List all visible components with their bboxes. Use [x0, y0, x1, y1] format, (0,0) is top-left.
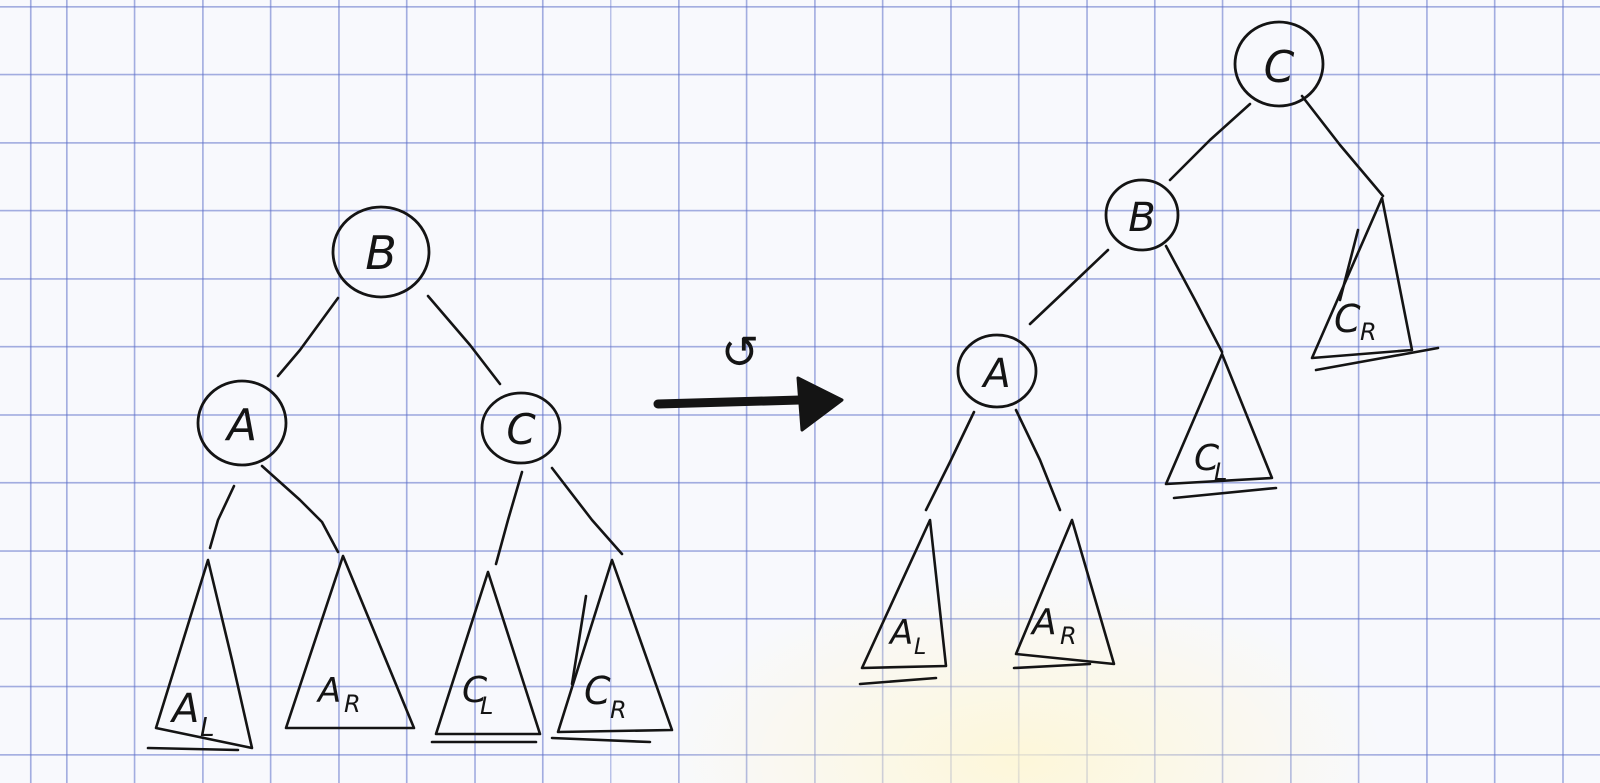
rotation-arrow: ↺	[653, 325, 844, 432]
svg-text:C: C	[584, 669, 611, 713]
subtree-al-before: A L	[146, 558, 254, 752]
svg-text:C: C	[1194, 438, 1220, 479]
tree-after: C B A C R C L A L	[858, 20, 1440, 686]
node-c-before: C	[480, 391, 562, 465]
svg-text:L: L	[200, 713, 215, 743]
svg-text:A: A	[169, 686, 199, 732]
svg-text:L: L	[480, 692, 493, 720]
svg-text:R: R	[1060, 622, 1077, 650]
rotate-left-icon: ↺	[721, 325, 760, 379]
edge-c-cr	[1300, 94, 1385, 198]
node-b-after: B	[1104, 178, 1180, 252]
node-label: A	[224, 400, 257, 451]
node-a-before: A	[196, 379, 288, 467]
edge-c-cr	[550, 466, 624, 556]
node-label: C	[506, 405, 536, 454]
subtree-cl-after: C L	[1164, 352, 1278, 500]
svg-text:A: A	[888, 613, 913, 653]
node-label: B	[1128, 195, 1155, 241]
edge-c-cl	[494, 470, 524, 566]
edge-a-al	[924, 410, 976, 512]
edge-c-b	[1168, 102, 1252, 182]
edge-b-cl	[1164, 244, 1224, 354]
node-label: A	[980, 351, 1010, 397]
svg-text:A: A	[1030, 602, 1057, 643]
edge-b-a	[276, 296, 340, 378]
edge-b-a	[1028, 248, 1110, 326]
svg-text:R: R	[1360, 318, 1377, 346]
svg-text:R: R	[344, 690, 361, 718]
edge-a-al	[208, 484, 236, 550]
svg-text:C: C	[1334, 297, 1361, 341]
edge-b-c	[426, 294, 502, 386]
edge-a-ar	[1014, 408, 1062, 512]
subtree-ar-before: A R	[284, 554, 416, 730]
subtree-ar-after: A R	[1012, 518, 1116, 670]
subtree-al-after: A L	[858, 518, 948, 686]
subtree-cr-after: C R	[1310, 196, 1440, 372]
subtree-cr-before: C R	[550, 558, 674, 744]
svg-text:L: L	[1214, 458, 1227, 486]
node-label: C	[1264, 42, 1295, 93]
subtree-cl-before: C L	[430, 570, 542, 744]
edge-a-ar	[260, 464, 340, 554]
svg-text:L: L	[914, 635, 926, 660]
svg-text:A: A	[316, 671, 341, 711]
tree-before: B A C A L A R C L	[146, 205, 674, 752]
svg-text:R: R	[610, 696, 627, 724]
svg-text:C: C	[462, 670, 488, 711]
node-b-before: B	[331, 205, 431, 299]
node-c-after: C	[1233, 20, 1325, 108]
node-label: B	[365, 226, 397, 280]
node-a-after: A	[956, 333, 1038, 409]
